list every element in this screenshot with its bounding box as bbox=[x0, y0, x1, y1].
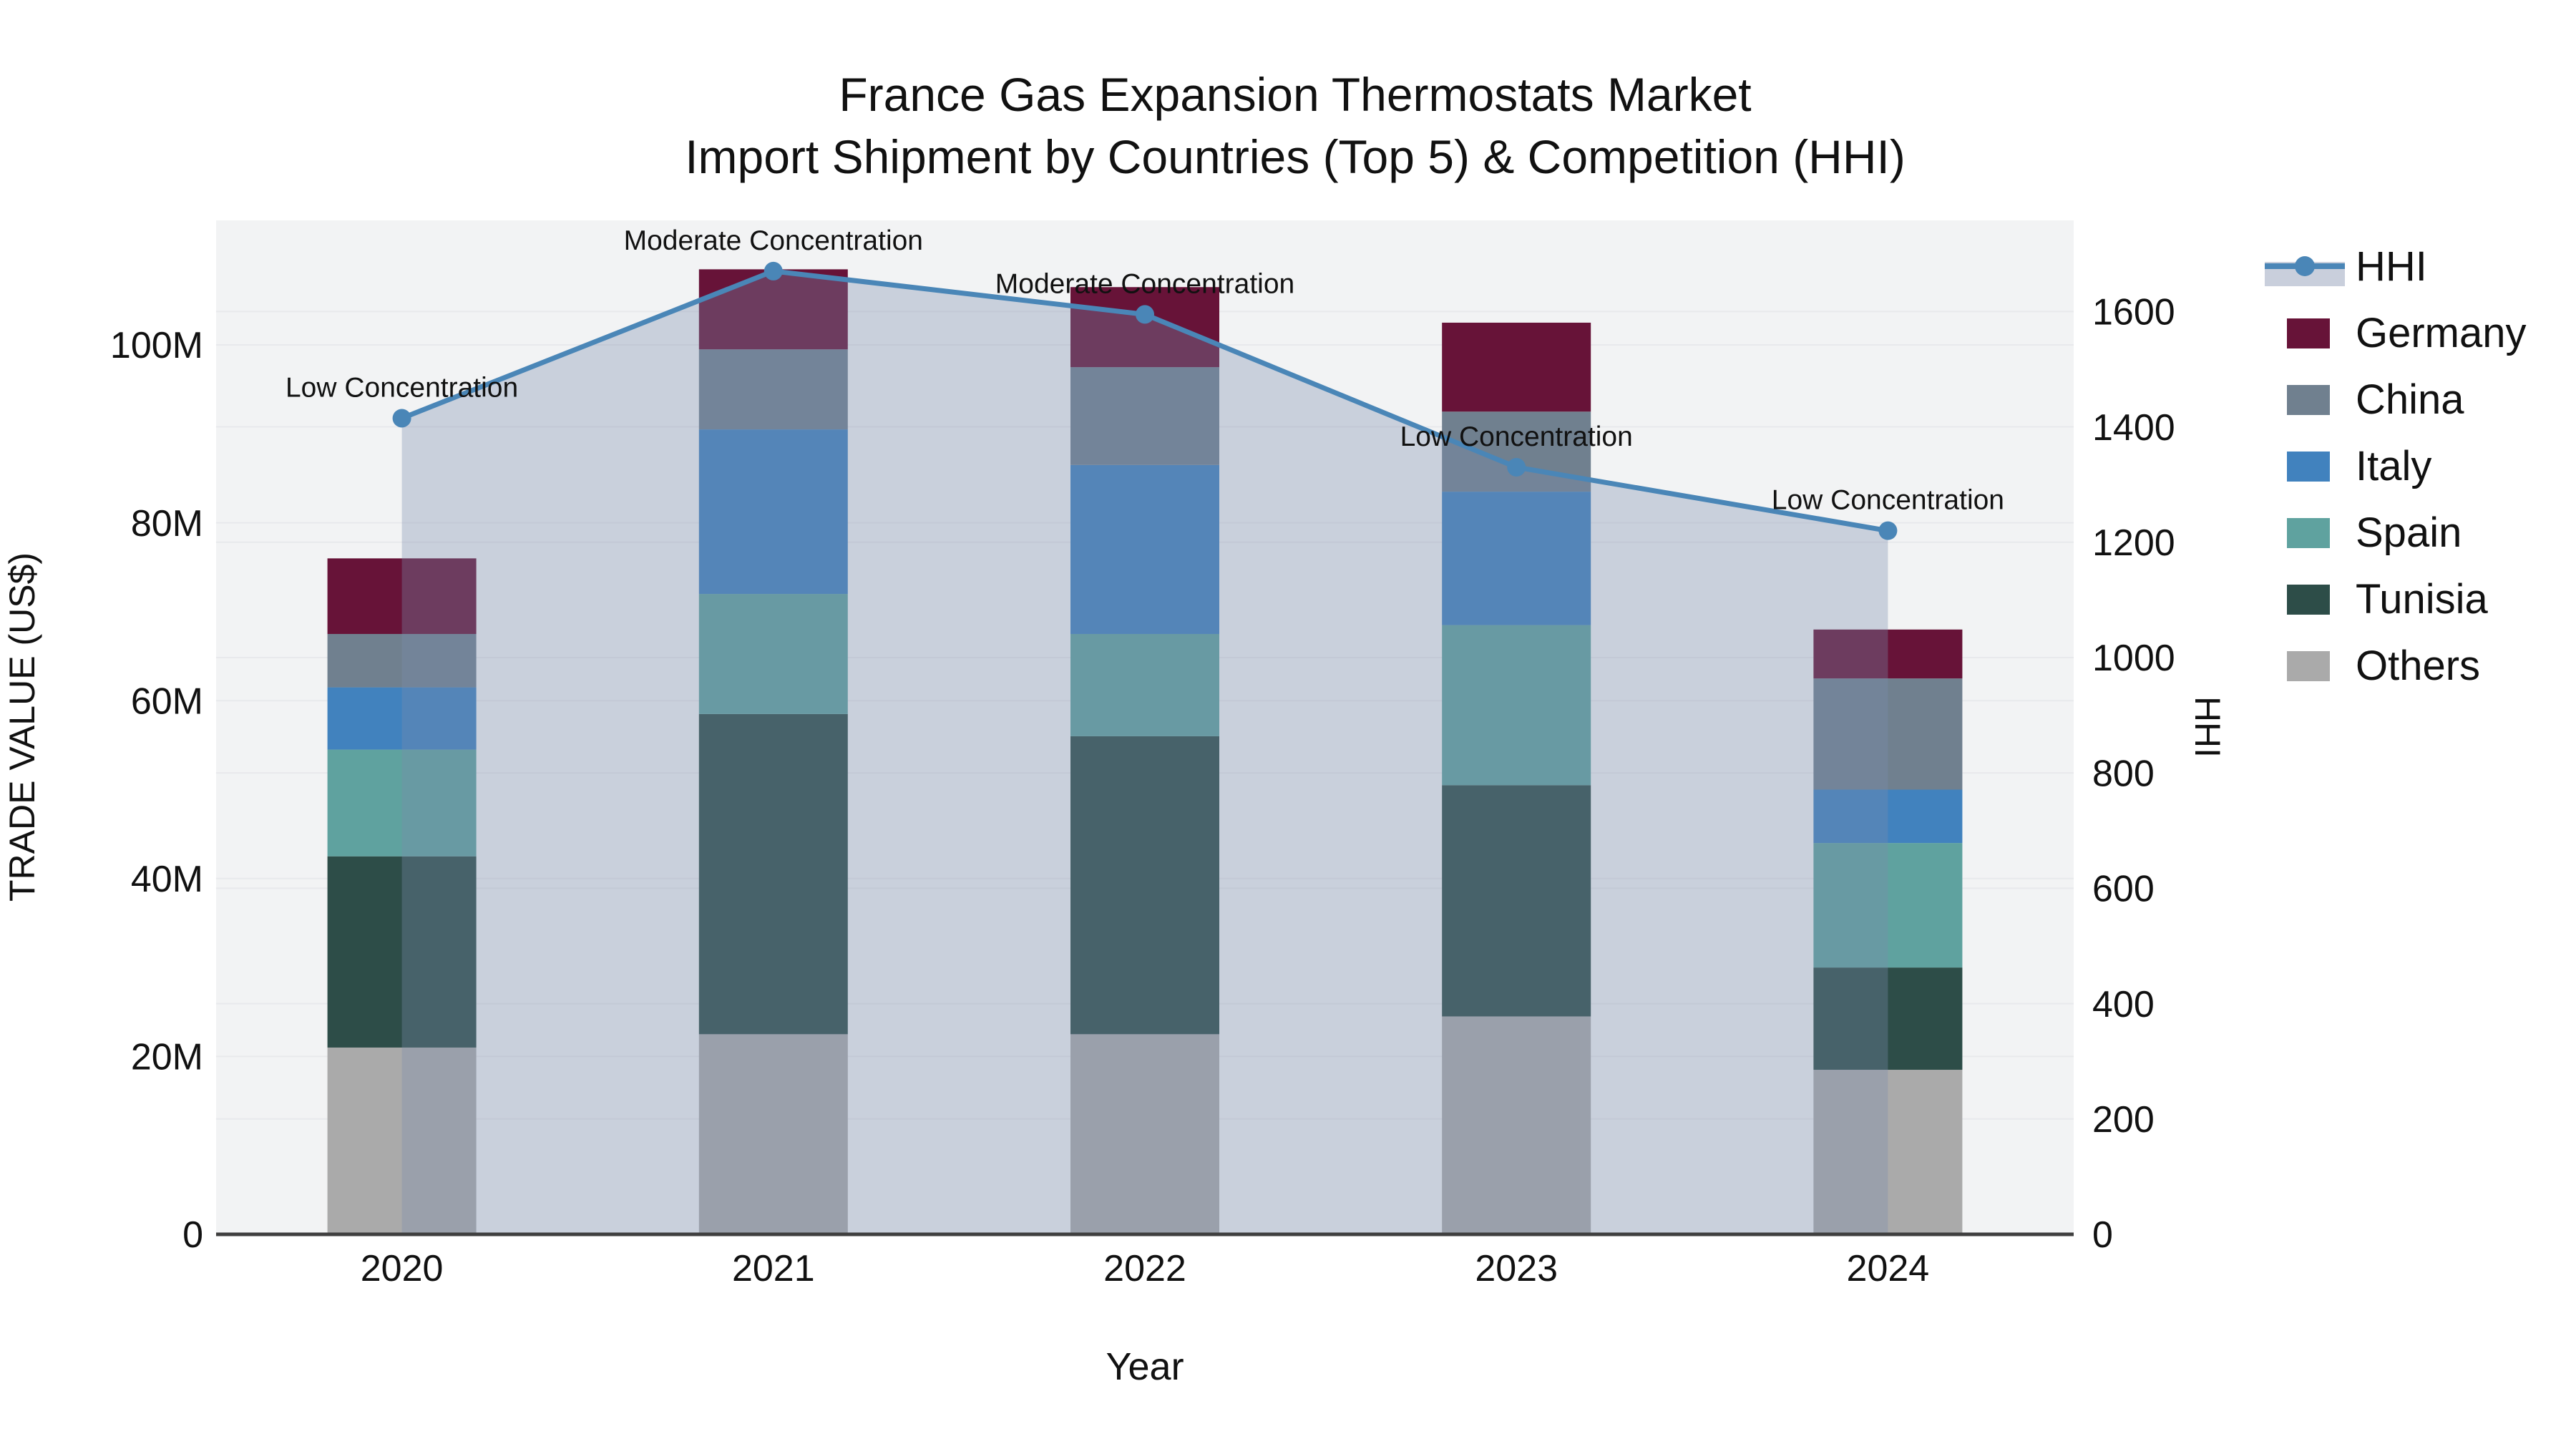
legend-label-germany: Germany bbox=[2356, 310, 2527, 356]
legend-label-spain: Spain bbox=[2356, 509, 2462, 556]
left-tick-label: 100M bbox=[110, 325, 203, 366]
bar-segment-others-2024[interactable] bbox=[1813, 1070, 1963, 1234]
legend-item-others[interactable]: Others bbox=[2287, 643, 2480, 689]
hhi-marker-2022[interactable] bbox=[1136, 305, 1154, 324]
bar-segment-tunisia-2022[interactable] bbox=[1070, 736, 1219, 1035]
left-tick-label: 60M bbox=[131, 680, 203, 722]
bar-segment-spain-2024[interactable] bbox=[1813, 843, 1963, 968]
right-tick-label: 600 bbox=[2092, 869, 2155, 910]
x-tick-label-2020: 2020 bbox=[361, 1248, 444, 1289]
bar-segment-germany-2020[interactable] bbox=[327, 558, 477, 634]
bar-segment-china-2022[interactable] bbox=[1070, 367, 1219, 465]
bar-segment-germany-2024[interactable] bbox=[1813, 629, 1963, 679]
bar-segment-spain-2022[interactable] bbox=[1070, 633, 1219, 736]
right-tick-label: 200 bbox=[2092, 1099, 2155, 1141]
hhi-marker-2020[interactable] bbox=[392, 409, 411, 428]
bar-segment-germany-2022[interactable] bbox=[1070, 287, 1219, 368]
x-axis-title: Year bbox=[1106, 1345, 1184, 1388]
legend-item-spain[interactable]: Spain bbox=[2287, 509, 2462, 556]
legend-item-hhi[interactable]: HHI bbox=[2265, 243, 2427, 290]
right-tick-label: 400 bbox=[2092, 984, 2155, 1025]
left-tick-label: 20M bbox=[131, 1037, 203, 1078]
legend-swatch-china bbox=[2287, 385, 2330, 415]
legend-hhi-marker bbox=[2295, 256, 2315, 276]
bar-segment-spain-2021[interactable] bbox=[698, 594, 848, 714]
hhi-marker-2024[interactable] bbox=[1878, 521, 1898, 540]
bar-segment-others-2020[interactable] bbox=[327, 1047, 477, 1234]
bar-segment-china-2021[interactable] bbox=[698, 349, 848, 430]
x-tick-label-2023: 2023 bbox=[1475, 1248, 1558, 1289]
legend: HHI Germany China Italy Spain Tunisia Others bbox=[2265, 243, 2527, 689]
bar-segment-italy-2024[interactable] bbox=[1813, 789, 1963, 844]
annotation-2021: Moderate Concentration bbox=[624, 225, 923, 256]
right-axis-title: HHI bbox=[2187, 696, 2228, 758]
legend-swatch-germany bbox=[2287, 318, 2330, 348]
legend-item-germany[interactable]: Germany bbox=[2287, 310, 2527, 356]
annotation-2022: Moderate Concentration bbox=[995, 268, 1294, 299]
legend-item-italy[interactable]: Italy bbox=[2287, 443, 2431, 489]
annotation-2023: Low Concentration bbox=[1400, 421, 1633, 452]
right-tick-label: 1400 bbox=[2092, 407, 2175, 449]
bar-segment-italy-2020[interactable] bbox=[327, 687, 477, 750]
bar-segment-tunisia-2020[interactable] bbox=[327, 856, 477, 1048]
bar-segment-spain-2020[interactable] bbox=[327, 749, 477, 857]
bar-segment-italy-2023[interactable] bbox=[1442, 492, 1591, 625]
bar-segment-china-2023[interactable] bbox=[1442, 411, 1591, 492]
legend-swatch-tunisia bbox=[2287, 585, 2330, 615]
bar-segment-spain-2023[interactable] bbox=[1442, 625, 1591, 786]
chart-title-line2: Import Shipment by Countries (Top 5) & C… bbox=[685, 130, 1906, 183]
bar-segment-china-2024[interactable] bbox=[1813, 678, 1963, 790]
hhi-area-fill bbox=[401, 270, 1888, 1234]
left-tick-label: 0 bbox=[182, 1214, 203, 1256]
right-tick-label: 800 bbox=[2092, 753, 2155, 794]
bar-segment-china-2020[interactable] bbox=[327, 633, 477, 688]
annotation-2020: Low Concentration bbox=[286, 372, 518, 403]
hhi-marker-2023[interactable] bbox=[1507, 457, 1526, 477]
legend-label-others: Others bbox=[2356, 643, 2480, 689]
hhi-marker-2021[interactable] bbox=[763, 261, 783, 280]
bar-segment-germany-2021[interactable] bbox=[698, 269, 848, 350]
x-tick-label-2024: 2024 bbox=[1847, 1248, 1930, 1289]
left-axis-title: TRADE VALUE (US$) bbox=[2, 552, 42, 902]
legend-swatch-others bbox=[2287, 651, 2330, 681]
bar-segment-italy-2022[interactable] bbox=[1070, 464, 1219, 634]
legend-swatch-italy bbox=[2287, 452, 2330, 482]
legend-item-china[interactable]: China bbox=[2287, 376, 2464, 423]
annotation-2024: Low Concentration bbox=[1772, 485, 2004, 516]
bar-segment-tunisia-2021[interactable] bbox=[698, 713, 848, 1035]
bar-segment-others-2021[interactable] bbox=[698, 1034, 848, 1234]
x-tick-label-2022: 2022 bbox=[1103, 1248, 1186, 1289]
legend-label-china: China bbox=[2356, 376, 2464, 423]
bar-segment-tunisia-2024[interactable] bbox=[1813, 967, 1963, 1070]
bar-segment-others-2022[interactable] bbox=[1070, 1034, 1219, 1234]
bar-segment-germany-2023[interactable] bbox=[1442, 322, 1591, 412]
right-tick-label: 1600 bbox=[2092, 292, 2175, 333]
legend-label-tunisia: Tunisia bbox=[2356, 576, 2489, 623]
bar-segment-italy-2021[interactable] bbox=[698, 429, 848, 595]
legend-swatch-spain bbox=[2287, 518, 2330, 548]
right-tick-label: 0 bbox=[2092, 1214, 2113, 1256]
x-tick-label-2021: 2021 bbox=[732, 1248, 815, 1289]
legend-label-italy: Italy bbox=[2356, 443, 2431, 489]
chart-title-line1: France Gas Expansion Thermostats Market bbox=[839, 68, 1751, 121]
legend-label-hhi: HHI bbox=[2356, 243, 2427, 290]
bar-segment-others-2023[interactable] bbox=[1442, 1016, 1591, 1234]
right-tick-label: 1000 bbox=[2092, 638, 2175, 679]
left-tick-label: 80M bbox=[131, 503, 203, 545]
left-tick-label: 40M bbox=[131, 859, 203, 900]
bar-segment-tunisia-2023[interactable] bbox=[1442, 785, 1591, 1017]
legend-item-tunisia[interactable]: Tunisia bbox=[2287, 576, 2489, 623]
right-tick-label: 1200 bbox=[2092, 522, 2175, 564]
